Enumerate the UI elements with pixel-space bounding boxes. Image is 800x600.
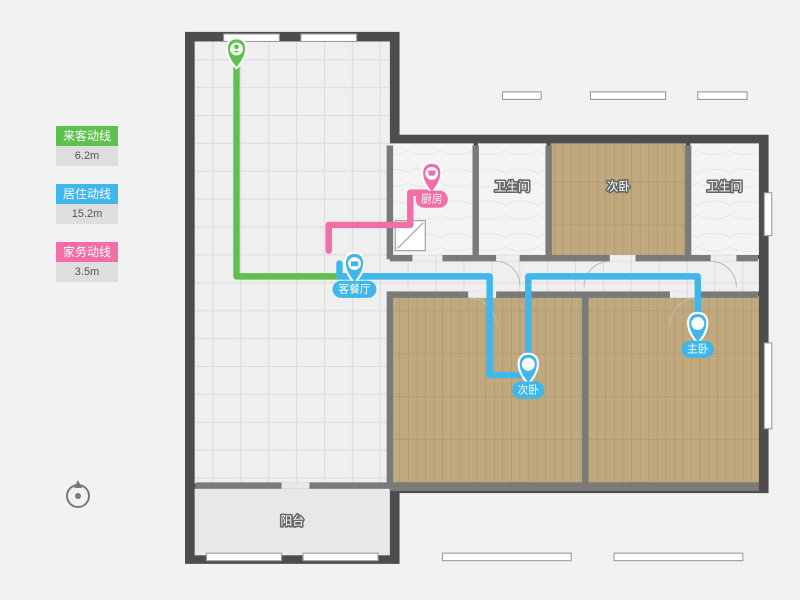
window [614,553,743,561]
pin-label-master_pin: 主卧 [687,343,709,356]
window [764,343,772,429]
window [764,193,772,236]
legend-item-live: 居住动线 15.2m [56,184,118,224]
legend-guest-value: 6.2m [56,146,118,166]
rooms-layer [195,41,759,555]
room-bath2 [690,143,759,255]
window [503,92,542,100]
floor-plan: 卫生间次卧卫生间阳台 厨房客餐厅次卧主卧 [185,30,775,570]
legend-live-label: 居住动线 [56,184,118,204]
compass-icon [62,478,94,510]
legend-item-chore: 家务动线 3.5m [56,242,118,282]
window [206,553,281,561]
room-master [587,296,759,484]
room-bath1 [478,143,547,255]
legend: 来客动线 6.2m 居住动线 15.2m 家务动线 3.5m [56,126,118,300]
room-label-balcony: 阳台 [280,514,304,528]
legend-chore-label: 家务动线 [56,242,118,262]
room-bed2a [551,143,686,255]
room-label-bath1: 卫生间 [494,179,529,193]
window [442,553,571,561]
legend-chore-value: 3.5m [56,262,118,282]
pin-label-bed2b_pin: 次卧 [518,383,540,396]
pin-label-living_pin: 客餐厅 [338,283,370,296]
window [301,34,357,42]
window [698,92,747,100]
room-label-bath2: 卫生间 [707,179,742,193]
legend-item-guest: 来客动线 6.2m [56,126,118,166]
legend-live-value: 15.2m [56,204,118,224]
pin-label-kitchen_pin: 厨房 [421,193,442,206]
legend-guest-label: 来客动线 [56,126,118,146]
window [590,92,665,100]
window [303,553,378,561]
room-label-bed2a: 次卧 [607,179,631,193]
